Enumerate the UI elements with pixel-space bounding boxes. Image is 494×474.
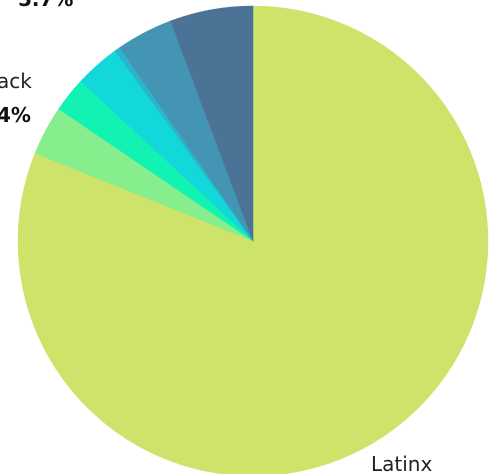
- slice-percent-black-partial: 4%: [0, 103, 31, 127]
- pie-slice-6: [170, 5, 254, 242]
- slice-label-black-partial: ack: [0, 69, 32, 93]
- slice-label-latinx: Latinx: [371, 452, 432, 474]
- pie-labels: Latinx ack 4% 5.7%: [0, 0, 432, 474]
- pie-slices: [17, 5, 489, 474]
- slice-percent-top-partial: 5.7%: [18, 0, 73, 11]
